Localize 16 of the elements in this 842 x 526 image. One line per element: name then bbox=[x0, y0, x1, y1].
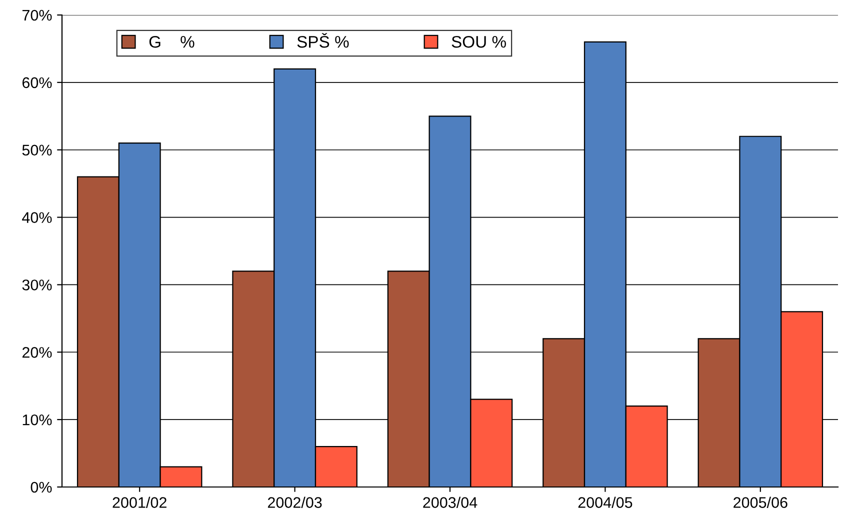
x-tick-label: 2001/02 bbox=[112, 496, 166, 508]
legend-label: SOU % bbox=[452, 36, 506, 48]
y-tick-label: 70% bbox=[22, 10, 52, 21]
x-tick-label: 2002/03 bbox=[268, 496, 322, 508]
y-tick-label: 20% bbox=[22, 347, 52, 358]
x-tick-label: 2003/04 bbox=[423, 496, 478, 508]
legend-label: SPŠ % bbox=[297, 33, 349, 48]
y-tick-label: 30% bbox=[22, 280, 52, 290]
y-tick-label: 50% bbox=[22, 144, 52, 156]
x-tick-label: 2004/05 bbox=[578, 496, 632, 508]
x-tick-label: 2005/06 bbox=[734, 496, 788, 508]
y-tick-label: 10% bbox=[22, 414, 52, 426]
y-tick-label: 60% bbox=[22, 77, 52, 88]
y-tick-label: 40% bbox=[22, 212, 52, 223]
y-tick-label: 0% bbox=[30, 482, 52, 493]
legend-label: G % bbox=[149, 36, 194, 48]
